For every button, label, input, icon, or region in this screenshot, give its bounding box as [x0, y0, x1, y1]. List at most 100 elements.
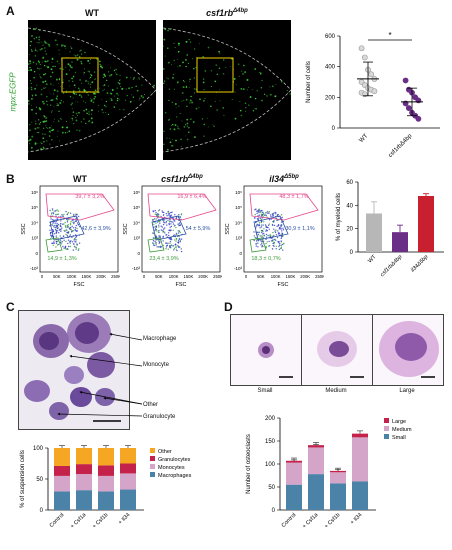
- egfp-cell: [49, 126, 51, 129]
- egfp-cell: [254, 97, 257, 100]
- egfp-cell: [88, 82, 90, 84]
- egfp-cell: [170, 28, 172, 30]
- event-dot: [265, 242, 267, 245]
- egfp-cell: [30, 49, 32, 51]
- y-tick-label: 0: [137, 251, 140, 256]
- event-dot: [281, 216, 283, 219]
- egfp-cell: [113, 106, 116, 108]
- egfp-cell: [140, 95, 143, 97]
- egfp-cell: [178, 44, 180, 46]
- event-dot: [262, 211, 264, 213]
- event-dot: [59, 239, 62, 241]
- event-dot: [167, 242, 169, 244]
- egfp-cell: [245, 107, 247, 109]
- egfp-cell: [207, 126, 209, 128]
- egfp-cell: [256, 90, 258, 92]
- event-dot: [66, 235, 69, 237]
- event-dot: [174, 243, 177, 245]
- egfp-cell: [223, 59, 225, 61]
- stack-segment: [352, 481, 368, 510]
- event-dot: [61, 227, 63, 229]
- egfp-cell: [44, 50, 47, 52]
- event-dot: [167, 210, 169, 213]
- event-dot: [179, 224, 182, 226]
- event-dot: [156, 246, 158, 248]
- event-dot: [273, 241, 276, 243]
- egfp-cell: [192, 58, 194, 60]
- egfp-cell: [102, 111, 104, 114]
- egfp-cell: [172, 123, 174, 126]
- egfp-cell: [248, 86, 250, 88]
- event-dot: [52, 222, 54, 224]
- egfp-cell: [84, 51, 86, 54]
- egfp-cell: [78, 59, 80, 61]
- event-dot: [155, 226, 158, 228]
- egfp-cell: [41, 133, 44, 135]
- legend-swatch: [384, 426, 389, 431]
- event-dot: [58, 232, 60, 234]
- event-dot: [258, 211, 260, 213]
- event-dot: [258, 209, 261, 212]
- egfp-cell: [204, 69, 207, 72]
- stack-segment: [120, 473, 136, 490]
- event-dot: [274, 230, 276, 232]
- x-tick-label: 250K: [315, 274, 324, 279]
- egfp-cell: [190, 95, 192, 98]
- event-dot: [262, 224, 264, 226]
- egfp-cell: [181, 100, 183, 102]
- egfp-cell: [172, 138, 174, 140]
- y-tick-label: 10⁵: [31, 205, 38, 210]
- panel-b-label: B: [6, 172, 15, 186]
- event-dot: [68, 245, 70, 248]
- event-dot: [281, 233, 283, 235]
- egfp-cell: [42, 127, 45, 130]
- egfp-cell: [116, 87, 118, 89]
- event-dot: [49, 209, 51, 212]
- event-dot: [175, 232, 178, 235]
- egfp-cell: [99, 65, 102, 68]
- egfp-cell: [117, 94, 119, 96]
- egfp-cell: [90, 98, 92, 99]
- stack-segment: [98, 448, 114, 466]
- egfp-cell: [38, 68, 40, 70]
- egfp-cell: [209, 105, 212, 108]
- event-dot: [54, 226, 56, 229]
- egfp-cell: [39, 48, 42, 51]
- egfp-cell: [56, 90, 59, 93]
- egfp-cell: [206, 117, 208, 119]
- event-dot: [73, 239, 75, 241]
- event-dot: [157, 210, 160, 212]
- egfp-cell: [93, 92, 96, 95]
- egfp-cell: [242, 88, 245, 91]
- event-dot: [260, 229, 263, 232]
- egfp-cell: [189, 78, 191, 80]
- event-dot: [65, 226, 67, 229]
- event-dot: [59, 223, 62, 225]
- event-dot: [158, 226, 160, 228]
- egfp-cell: [94, 89, 97, 92]
- egfp-cell: [28, 69, 30, 72]
- event-dot: [282, 243, 285, 245]
- flow-plot-title-gene: csf1rb: [161, 174, 189, 184]
- annotation-monocyte: Monocyte: [143, 362, 170, 368]
- event-dot: [61, 214, 63, 216]
- egfp-cell: [66, 126, 68, 129]
- event-dot: [69, 245, 71, 248]
- egfp-cell: [185, 65, 187, 68]
- egfp-cell: [45, 127, 48, 129]
- event-dot: [77, 249, 80, 251]
- flow-plot-title: WT: [40, 174, 120, 184]
- egfp-cell: [47, 66, 50, 69]
- gate-mid: [151, 215, 187, 241]
- event-dot: [255, 225, 258, 227]
- egfp-cell: [266, 95, 268, 97]
- egfp-cell: [177, 50, 180, 53]
- egfp-cell: [175, 139, 177, 142]
- egfp-cell: [182, 61, 184, 64]
- egfp-cell: [49, 75, 52, 78]
- y-tick-label: 0: [40, 508, 44, 514]
- egfp-cell: [237, 63, 240, 66]
- event-dot: [270, 237, 273, 239]
- egfp-cell: [184, 58, 187, 61]
- egfp-cell: [28, 103, 30, 105]
